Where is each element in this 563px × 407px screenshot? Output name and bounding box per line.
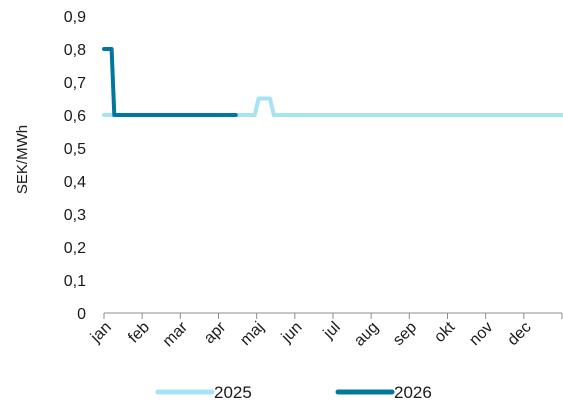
y-tick-label: 0,9: [64, 9, 86, 26]
x-tick-label: jul: [320, 319, 344, 343]
y-axis-title: SEK/MWh: [14, 125, 31, 194]
y-tick-label: 0,6: [64, 108, 86, 125]
y-tick-label: 0,4: [64, 174, 86, 191]
x-tick-label: jun: [278, 319, 306, 347]
x-tick-label: aug: [351, 319, 382, 350]
series-line-2025: [102, 96, 563, 117]
x-tick-label: feb: [125, 319, 153, 347]
y-tick-label: 0,7: [64, 75, 86, 92]
y-tick-label: 0,8: [64, 42, 86, 59]
legend-label-2026: 2026: [394, 383, 432, 402]
x-tick-label: mar: [160, 318, 192, 350]
x-tick-label: apr: [201, 318, 230, 347]
series-layer: [102, 47, 563, 117]
series-line-2026: [102, 47, 238, 117]
x-axis-ticks: jan feb mar apr maj jun jul aug sep okt nov dec: [87, 313, 563, 350]
y-tick-label: 0,2: [64, 240, 86, 257]
x-tick-label: okt: [431, 318, 459, 346]
x-tick-label: maj: [237, 319, 267, 349]
y-tick-label: 0: [77, 306, 86, 323]
y-tick-label: 0,3: [64, 207, 86, 224]
y-tick-label: 0,1: [64, 273, 86, 290]
legend: 2025 2026: [155, 383, 432, 402]
y-axis-ticks: 0 0,1 0,2 0,3 0,4 0,5 0,6 0,7 0,8 0,9: [64, 9, 86, 323]
x-tick-label: nov: [466, 319, 496, 349]
x-tick-label: dec: [504, 319, 534, 349]
x-tick-label: jan: [87, 319, 115, 347]
y-tick-label: 0,5: [64, 141, 86, 158]
x-tick-label: sep: [390, 319, 420, 349]
legend-label-2025: 2025: [214, 383, 252, 402]
